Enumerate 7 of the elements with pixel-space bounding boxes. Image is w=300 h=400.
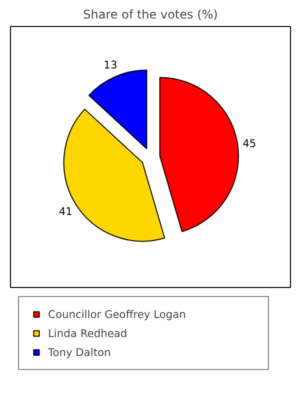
legend-label: Linda Redhead (48, 326, 128, 340)
data-label: 41 (58, 204, 72, 218)
chart-title: Share of the votes (%) (83, 8, 218, 22)
legend-label: Tony Dalton (48, 346, 112, 358)
data-label: 13 (104, 58, 118, 72)
data-label: 45 (242, 137, 256, 150)
legend-label: Councillor Geoffrey Logan (48, 308, 187, 320)
